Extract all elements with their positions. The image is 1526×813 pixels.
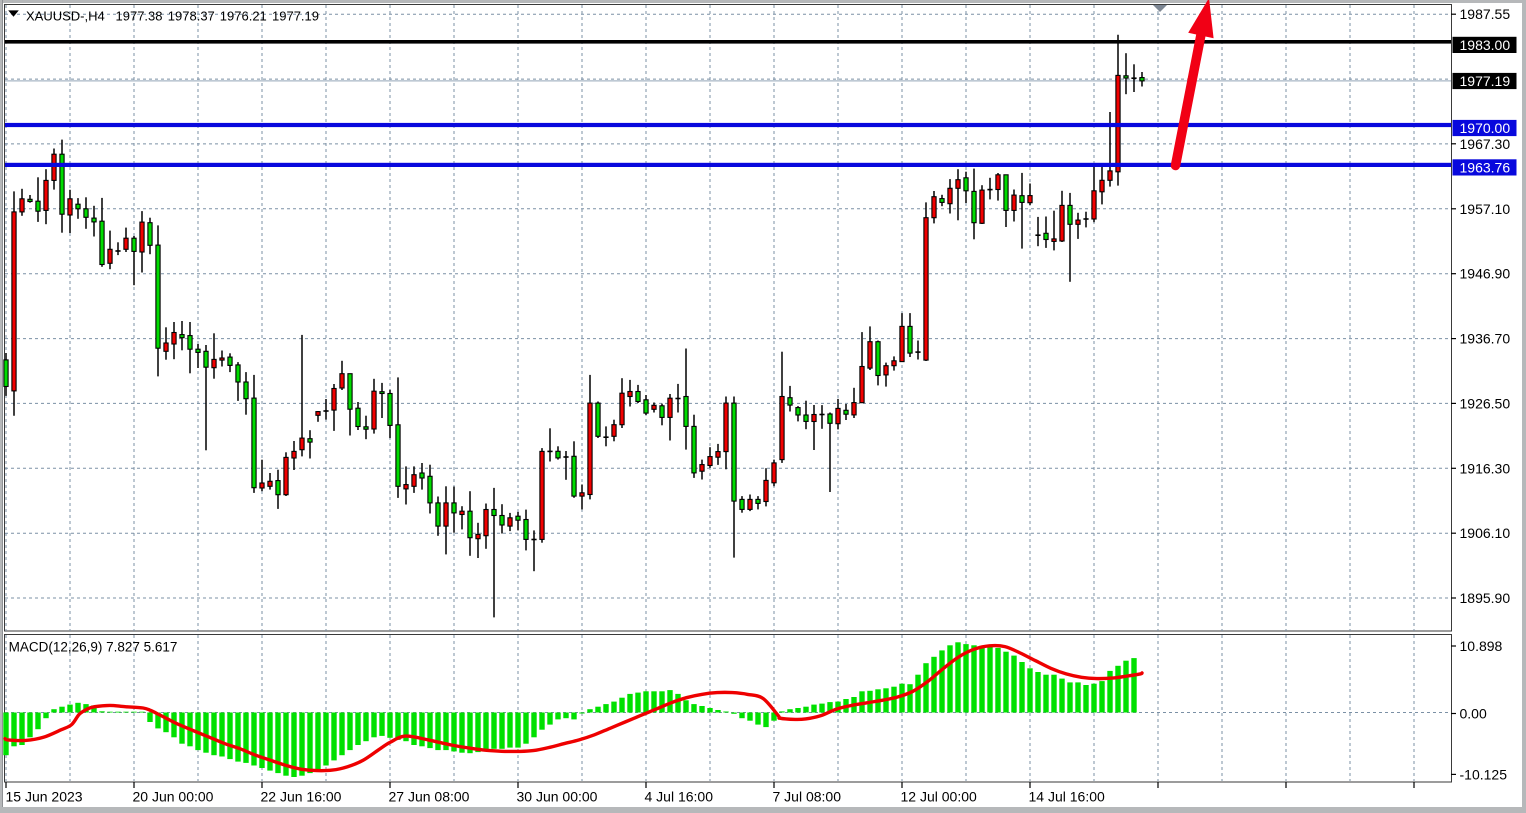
svg-text:-10.125: -10.125 [1460, 766, 1508, 782]
svg-text:12 Jul 00:00: 12 Jul 00:00 [901, 789, 977, 805]
svg-text:1978.37: 1978.37 [168, 9, 215, 24]
svg-text:1977.38: 1977.38 [116, 9, 163, 24]
svg-text:XAUUSD-,H4: XAUUSD-,H4 [26, 9, 105, 24]
svg-text:1970.00: 1970.00 [1460, 120, 1511, 136]
svg-text:20 Jun 00:00: 20 Jun 00:00 [133, 789, 214, 805]
svg-text:1977.19: 1977.19 [272, 9, 319, 24]
svg-text:1906.10: 1906.10 [1460, 525, 1511, 541]
svg-text:0.00: 0.00 [1460, 706, 1487, 722]
svg-text:1987.55: 1987.55 [1460, 6, 1511, 22]
svg-text:1946.90: 1946.90 [1460, 266, 1511, 282]
svg-text:1963.76: 1963.76 [1460, 159, 1511, 175]
svg-text:4 Jul 16:00: 4 Jul 16:00 [645, 789, 714, 805]
svg-text:1957.10: 1957.10 [1460, 201, 1511, 217]
svg-text:1983.00: 1983.00 [1460, 37, 1511, 53]
svg-text:1926.50: 1926.50 [1460, 395, 1511, 411]
svg-text:14 Jul 16:00: 14 Jul 16:00 [1029, 789, 1105, 805]
svg-text:7 Jul 08:00: 7 Jul 08:00 [773, 789, 842, 805]
svg-text:1967.30: 1967.30 [1460, 136, 1511, 152]
svg-text:15 Jun 2023: 15 Jun 2023 [6, 789, 83, 805]
svg-text:27 Jun 08:00: 27 Jun 08:00 [389, 789, 470, 805]
svg-text:30 Jun 00:00: 30 Jun 00:00 [517, 789, 598, 805]
svg-text:1977.19: 1977.19 [1460, 73, 1511, 89]
svg-text:10.898: 10.898 [1460, 638, 1503, 654]
svg-text:1916.30: 1916.30 [1460, 460, 1511, 476]
svg-text:1895.90: 1895.90 [1460, 590, 1511, 606]
svg-text:22 Jun 16:00: 22 Jun 16:00 [261, 789, 342, 805]
svg-text:1976.21: 1976.21 [220, 9, 267, 24]
svg-text:MACD(12,26,9) 7.827 5.617: MACD(12,26,9) 7.827 5.617 [9, 639, 178, 654]
svg-text:1936.70: 1936.70 [1460, 331, 1511, 347]
